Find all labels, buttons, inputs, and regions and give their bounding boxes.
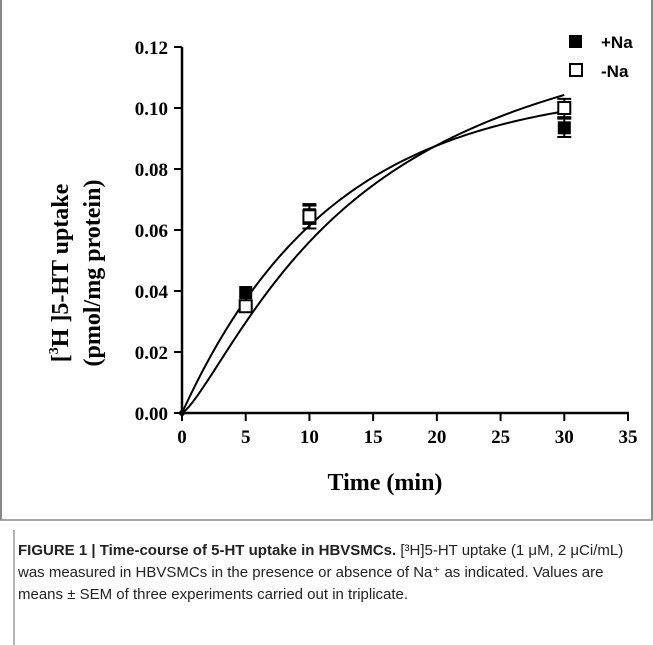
fit-curve-plus-na (181, 110, 565, 414)
y-axis-title-bracket: [ (48, 354, 74, 362)
legend-swatch-minus-na (569, 63, 583, 77)
y-axis-title: [3H ]5-HT uptake (pmol/mg protein) (47, 180, 106, 367)
figure-caption: FIGURE 1 | Time-course of 5-HT uptake in… (18, 540, 638, 606)
data-point-plus-na (557, 121, 571, 135)
y-tick-label: 0.12 (135, 38, 168, 59)
x-tick-label: 15 (364, 427, 383, 448)
y-axis-title-superscript: 3 (47, 347, 62, 354)
legend: +Na -Na (569, 33, 633, 81)
x-axis-title: Time (min) (328, 470, 443, 496)
caption-heading: FIGURE 1 | Time-course of 5-HT uptake in… (18, 542, 397, 559)
data-markers (179, 101, 572, 416)
y-axis-ticks: 0.00 0.02 0.04 0.06 0.08 0.10 0.12 (135, 38, 182, 425)
x-tick-label: 35 (619, 427, 638, 448)
x-tick-label: 30 (555, 427, 574, 448)
fit-curves (181, 93, 565, 414)
x-tick-label: 10 (300, 427, 319, 448)
y-tick-label: 0.08 (135, 160, 168, 181)
x-axis-ticks: 0 5 10 15 20 25 30 35 (177, 413, 638, 448)
data-point-origin (179, 410, 185, 416)
x-tick-label: 25 (491, 427, 510, 448)
data-point-minus-na (238, 299, 253, 314)
caption-body: [³H]5-HT uptake (1 μM, 2 μCi/mL) was mea… (18, 542, 624, 603)
legend-label-minus-na: -Na (601, 62, 629, 81)
y-axis-title-line2: (pmol/mg protein) (80, 180, 106, 367)
x-tick-label: 5 (241, 427, 251, 448)
data-point-minus-na (557, 101, 572, 115)
y-tick-label: 0.02 (135, 343, 168, 364)
data-point-minus-na (302, 209, 317, 224)
svg-text:[3H ]5-HT uptake: [3H ]5-HT uptake (47, 183, 74, 362)
y-axis-title-main: H ]5-HT uptake (48, 183, 74, 347)
legend-label-plus-na: +Na (601, 33, 633, 52)
fit-curve-minus-na (181, 93, 565, 414)
legend-swatch-plus-na (569, 35, 582, 48)
y-tick-label: 0.04 (135, 282, 169, 303)
y-tick-label: 0.10 (135, 99, 168, 120)
y-tick-label: 0.06 (135, 221, 168, 242)
x-tick-label: 20 (427, 427, 446, 448)
data-point-plus-na (239, 286, 253, 300)
x-tick-label: 0 (177, 427, 187, 448)
y-tick-label: 0.00 (135, 404, 168, 425)
